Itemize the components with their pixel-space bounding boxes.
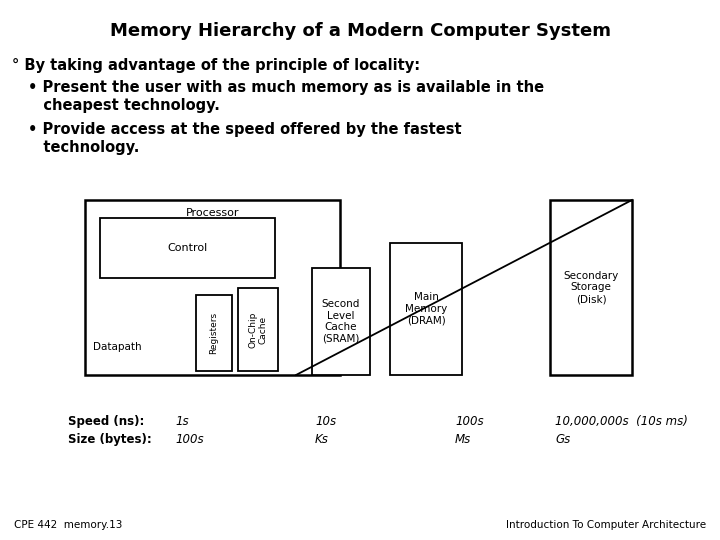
Bar <box>312 268 370 375</box>
Text: 10s: 10s <box>315 415 336 428</box>
Bar <box>85 200 340 375</box>
Text: technology.: technology. <box>28 140 140 155</box>
Text: • Present the user with as much memory as is available in the: • Present the user with as much memory a… <box>28 80 544 95</box>
Text: Control: Control <box>167 243 207 253</box>
Text: Ms: Ms <box>455 433 472 446</box>
Text: Datapath: Datapath <box>93 342 142 352</box>
Text: cheapest technology.: cheapest technology. <box>28 98 220 113</box>
Text: Gs: Gs <box>555 433 570 446</box>
Text: Memory Hierarchy of a Modern Computer System: Memory Hierarchy of a Modern Computer Sy… <box>109 22 611 40</box>
Text: 1s: 1s <box>175 415 189 428</box>
Text: Second
Level
Cache
(SRAM): Second Level Cache (SRAM) <box>322 299 360 344</box>
Text: Registers: Registers <box>210 312 218 354</box>
Text: Processor: Processor <box>186 208 239 218</box>
Bar <box>100 218 275 278</box>
Text: Speed (ns):: Speed (ns): <box>68 415 145 428</box>
Text: Ks: Ks <box>315 433 329 446</box>
Text: • Provide access at the speed offered by the fastest: • Provide access at the speed offered by… <box>28 122 462 137</box>
Text: Main
Memory
(DRAM): Main Memory (DRAM) <box>405 292 447 326</box>
Text: 100s: 100s <box>455 415 484 428</box>
Text: CPE 442  memory.13: CPE 442 memory.13 <box>14 520 122 530</box>
Bar <box>390 243 462 375</box>
Text: Introduction To Computer Architecture: Introduction To Computer Architecture <box>506 520 706 530</box>
Bar <box>550 200 632 375</box>
Text: On-Chip
Cache: On-Chip Cache <box>248 312 268 348</box>
Bar <box>238 288 278 371</box>
Text: 10,000,000s  (10s ms): 10,000,000s (10s ms) <box>555 415 688 428</box>
Text: Size (bytes):: Size (bytes): <box>68 433 152 446</box>
Text: Secondary
Storage
(Disk): Secondary Storage (Disk) <box>563 271 618 304</box>
Text: 100s: 100s <box>175 433 204 446</box>
Text: ° By taking advantage of the principle of locality:: ° By taking advantage of the principle o… <box>12 58 420 73</box>
Bar <box>196 295 232 371</box>
